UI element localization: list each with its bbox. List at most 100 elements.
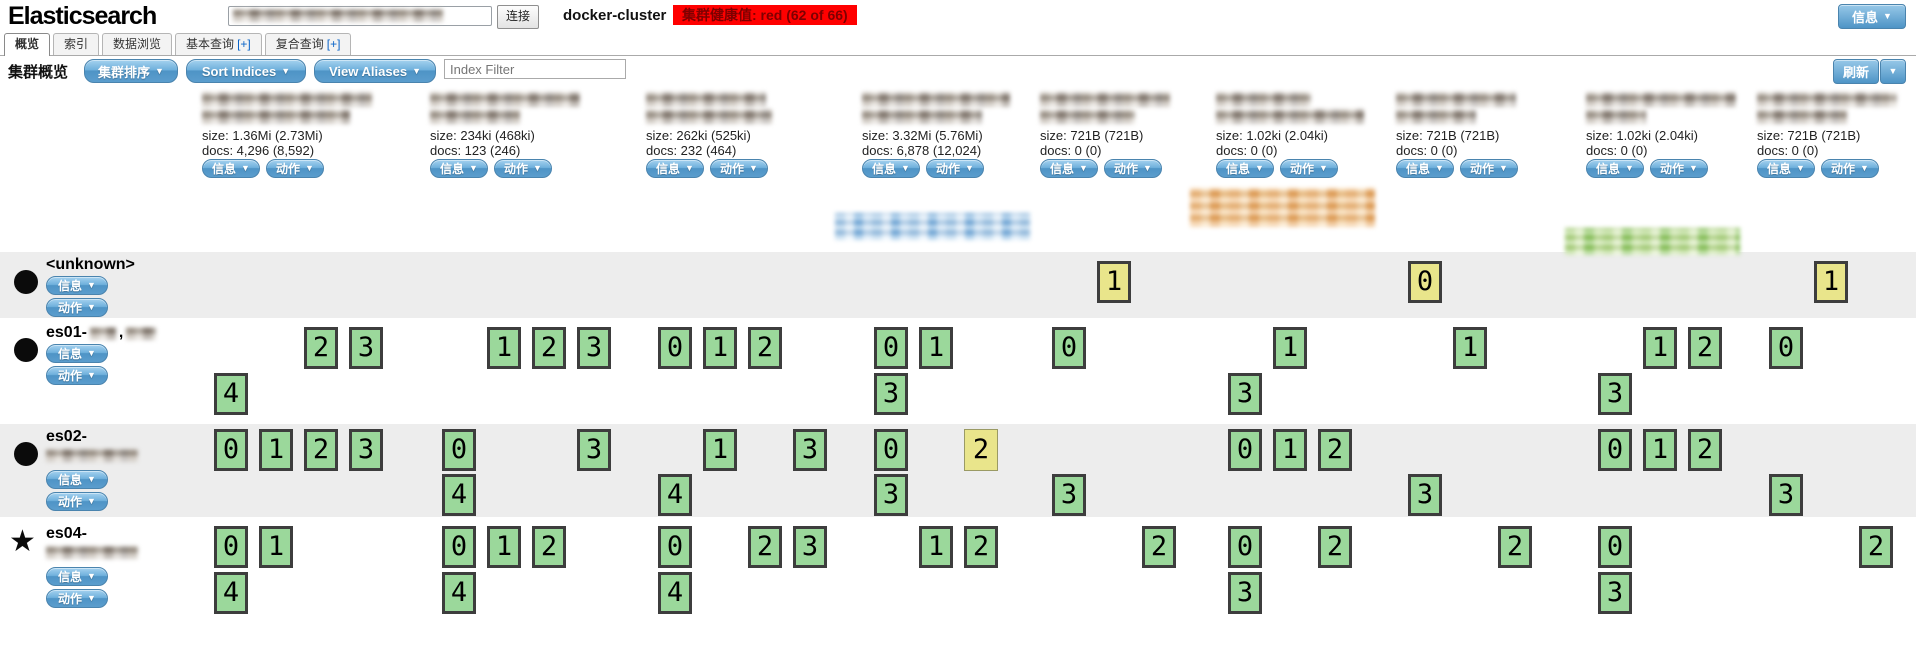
index-info-button[interactable]: 信息 ▼ [202, 159, 260, 178]
shard-box[interactable]: 1 [919, 526, 953, 568]
index-info-button[interactable]: 信息 ▼ [862, 159, 920, 178]
shard-box[interactable]: 3 [1408, 474, 1442, 516]
index-actions-button[interactable]: 动作 ▼ [1460, 159, 1518, 178]
index-filter-input[interactable] [444, 59, 626, 79]
shard-box[interactable]: 0 [658, 526, 692, 568]
shard-box[interactable]: 0 [874, 429, 908, 471]
index-actions-button[interactable]: 动作 ▼ [926, 159, 984, 178]
node-info-button[interactable]: 信息 ▼ [46, 344, 108, 363]
shard-box[interactable]: 3 [874, 373, 908, 415]
shard-box[interactable]: 3 [349, 327, 383, 369]
index-actions-button[interactable]: 动作 ▼ [1650, 159, 1708, 178]
shard-box[interactable]: 3 [874, 474, 908, 516]
shard-box[interactable]: 2 [1318, 526, 1352, 568]
shard-box[interactable]: 3 [1769, 474, 1803, 516]
index-info-button[interactable]: 信息 ▼ [1586, 159, 1644, 178]
tab-compound-query[interactable]: 复合查询 [+] [264, 33, 352, 55]
node-actions-button[interactable]: 动作 ▼ [46, 492, 108, 511]
index-info-button[interactable]: 信息 ▼ [1396, 159, 1454, 178]
index-info-button[interactable]: 信息 ▼ [1757, 159, 1815, 178]
shard-box[interactable]: 4 [658, 572, 692, 614]
shard-box[interactable]: 1 [1273, 429, 1307, 471]
shard-box[interactable]: 0 [442, 526, 476, 568]
shard-box[interactable]: 3 [1228, 572, 1262, 614]
index-actions-button[interactable]: 动作 ▼ [266, 159, 324, 178]
refresh-dropdown-button[interactable]: ▼ [1880, 59, 1906, 84]
index-info-button[interactable]: 信息 ▼ [646, 159, 704, 178]
connect-url-input[interactable] [228, 6, 492, 26]
shard-box[interactable]: 0 [1052, 327, 1086, 369]
shard-box[interactable]: 0 [1598, 526, 1632, 568]
shard-box[interactable]: 2 [304, 327, 338, 369]
tab-data-browser[interactable]: 数据浏览 [102, 33, 173, 55]
shard-box[interactable]: 3 [1598, 373, 1632, 415]
node-info-button[interactable]: 信息 ▼ [46, 567, 108, 586]
tab-basic-query[interactable]: 基本查询 [+] [175, 33, 262, 55]
shard-box[interactable]: 2 [1142, 526, 1176, 568]
shard-box[interactable]: 1 [1453, 327, 1487, 369]
shard-box[interactable]: 3 [1052, 474, 1086, 516]
index-info-button[interactable]: 信息 ▼ [1040, 159, 1098, 178]
shard-box[interactable]: 3 [1598, 572, 1632, 614]
shard-box[interactable]: 2 [748, 327, 782, 369]
shard-box[interactable]: 4 [214, 572, 248, 614]
node-info-button[interactable]: 信息 ▼ [46, 276, 108, 295]
shard-box[interactable]: 3 [793, 526, 827, 568]
shard-box[interactable]: 4 [214, 373, 248, 415]
refresh-button[interactable]: 刷新 [1833, 59, 1879, 84]
shard-box[interactable]: 0 [658, 327, 692, 369]
shard-box[interactable]: 2 [964, 526, 998, 568]
sort-indices-button[interactable]: Sort Indices ▼ [186, 59, 306, 83]
shard-box[interactable]: 1 [703, 327, 737, 369]
shard-box[interactable]: 1 [1643, 327, 1677, 369]
view-aliases-button[interactable]: View Aliases ▼ [314, 59, 436, 83]
index-actions-button[interactable]: 动作 ▼ [1280, 159, 1338, 178]
shard-box[interactable]: 1 [1273, 327, 1307, 369]
shard-box[interactable]: 0 [1408, 261, 1442, 303]
shard-box[interactable]: 3 [577, 429, 611, 471]
shard-box[interactable]: 1 [487, 327, 521, 369]
shard-box[interactable]: 1 [259, 429, 293, 471]
shard-box[interactable]: 1 [487, 526, 521, 568]
shard-box[interactable]: 2 [304, 429, 338, 471]
shard-box[interactable]: 0 [874, 327, 908, 369]
connect-button[interactable]: 连接 [497, 5, 540, 29]
shard-box[interactable]: 1 [1097, 261, 1131, 303]
index-actions-button[interactable]: 动作 ▼ [1104, 159, 1162, 178]
shard-box[interactable]: 1 [1643, 429, 1677, 471]
node-actions-button[interactable]: 动作 ▼ [46, 366, 108, 385]
index-info-button[interactable]: 信息 ▼ [1216, 159, 1274, 178]
shard-box[interactable]: 2 [1498, 526, 1532, 568]
shard-box[interactable]: 2 [1688, 429, 1722, 471]
tab-overview[interactable]: 概览 [4, 33, 51, 56]
shard-box[interactable]: 0 [1769, 327, 1803, 369]
shard-box[interactable]: 2 [964, 429, 998, 471]
shard-box[interactable]: 2 [532, 526, 566, 568]
shard-box[interactable]: 2 [1859, 526, 1893, 568]
index-actions-button[interactable]: 动作 ▼ [710, 159, 768, 178]
shard-box[interactable]: 4 [658, 474, 692, 516]
node-info-button[interactable]: 信息 ▼ [46, 470, 108, 489]
shard-box[interactable]: 0 [1598, 429, 1632, 471]
shard-box[interactable]: 0 [214, 429, 248, 471]
shard-box[interactable]: 0 [1228, 429, 1262, 471]
cluster-sort-button[interactable]: 集群排序 ▼ [84, 59, 178, 83]
shard-box[interactable]: 0 [1228, 526, 1262, 568]
shard-box[interactable]: 0 [214, 526, 248, 568]
index-actions-button[interactable]: 动作 ▼ [1821, 159, 1879, 178]
shard-box[interactable]: 2 [532, 327, 566, 369]
shard-box[interactable]: 3 [349, 429, 383, 471]
index-actions-button[interactable]: 动作 ▼ [494, 159, 552, 178]
shard-box[interactable]: 2 [748, 526, 782, 568]
index-info-button[interactable]: 信息 ▼ [430, 159, 488, 178]
shard-box[interactable]: 1 [259, 526, 293, 568]
shard-box[interactable]: 1 [919, 327, 953, 369]
info-dropdown-button[interactable]: 信息 ▼ [1838, 4, 1906, 29]
shard-box[interactable]: 3 [1228, 373, 1262, 415]
shard-box[interactable]: 2 [1688, 327, 1722, 369]
shard-box[interactable]: 4 [442, 474, 476, 516]
shard-box[interactable]: 3 [793, 429, 827, 471]
node-actions-button[interactable]: 动作 ▼ [46, 298, 108, 317]
node-actions-button[interactable]: 动作 ▼ [46, 589, 108, 608]
tab-indices[interactable]: 索引 [53, 33, 100, 55]
